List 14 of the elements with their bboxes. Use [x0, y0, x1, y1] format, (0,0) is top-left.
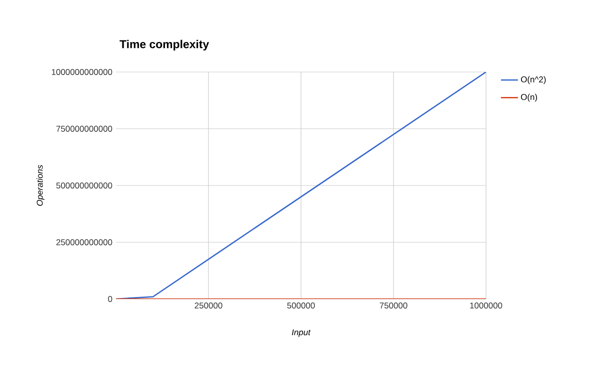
y-tick-label: 750000000000 — [56, 126, 112, 132]
y-axis-title: Operations — [36, 164, 44, 206]
y-tick-label: 500000000000 — [56, 182, 112, 188]
x-tick-label: 500000 — [287, 302, 315, 309]
chart-title: Time complexity — [120, 40, 210, 50]
x-tick-label: 1000000 — [470, 302, 502, 309]
y-tick-label: 0 — [108, 296, 112, 302]
legend-label: O(n) — [520, 94, 537, 102]
y-tick-label: 1000000000000 — [52, 69, 112, 75]
legend-label: O(n^2) — [520, 76, 546, 84]
x-tick-label: 750000 — [380, 302, 408, 309]
y-tick-label: 250000000000 — [56, 239, 112, 246]
x-tick-label: 250000 — [194, 302, 222, 309]
x-axis-title: Input — [292, 329, 311, 337]
